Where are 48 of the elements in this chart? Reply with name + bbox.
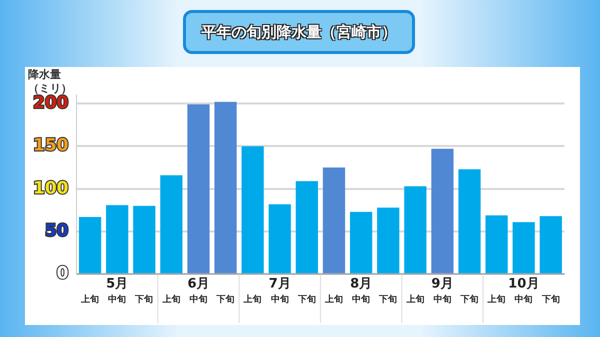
bar — [431, 148, 454, 274]
bar — [377, 208, 400, 274]
x-tick-label: 下旬 — [378, 294, 398, 305]
bar — [133, 206, 156, 274]
text: 6月 — [187, 276, 210, 292]
x-tick-label: 下旬 — [540, 294, 560, 305]
x-tick-label: 中旬 — [352, 294, 370, 305]
bar — [106, 205, 128, 274]
bar — [214, 102, 237, 274]
y-tick-label: 100 — [32, 178, 69, 198]
text: 9月 — [431, 276, 454, 292]
y-tick-label: 50 — [44, 220, 69, 241]
x-tick-label: 中旬 — [514, 294, 533, 305]
y-tick-label: 150 — [32, 136, 69, 156]
x-tick-label: 中旬 — [108, 294, 126, 305]
x-tick-label: 下旬 — [216, 294, 235, 305]
x-tick-label: 上旬 — [486, 294, 506, 305]
x-tick-label: 中旬 — [270, 294, 289, 305]
y-tick-label: 200 — [32, 92, 69, 113]
text: 7月 — [268, 276, 291, 292]
bar — [458, 169, 481, 274]
bar — [268, 204, 291, 274]
x-tick-label: 上旬 — [405, 294, 424, 305]
bar — [350, 212, 372, 274]
x-tick-label: 中旬 — [189, 294, 208, 305]
x-tick-label: 上旬 — [324, 294, 343, 305]
bar — [404, 186, 426, 274]
chart-title: 平年の旬別降水量（宮崎市） — [183, 10, 415, 54]
x-tick-label: 下旬 — [460, 294, 479, 305]
bar — [322, 168, 346, 274]
x-tick-label: 下旬 — [134, 294, 154, 305]
bar — [296, 181, 318, 274]
x-tick-label: 上旬 — [161, 294, 180, 305]
bar — [78, 217, 102, 274]
bar — [486, 215, 508, 274]
bar — [242, 146, 264, 274]
text: 5月 — [106, 276, 128, 292]
bar — [540, 216, 562, 274]
text: 8月 — [350, 276, 372, 292]
x-tick-label: 上旬 — [80, 294, 100, 305]
x-tick-label: 中旬 — [433, 294, 452, 305]
bar — [512, 222, 535, 274]
bar — [160, 175, 182, 274]
x-tick-label: 下旬 — [296, 294, 316, 305]
x-tick-label: 上旬 — [242, 294, 262, 305]
bar — [187, 104, 210, 274]
text: 10月 — [508, 276, 540, 292]
y-axis-title: 降水量（ミリ） — [28, 68, 72, 95]
